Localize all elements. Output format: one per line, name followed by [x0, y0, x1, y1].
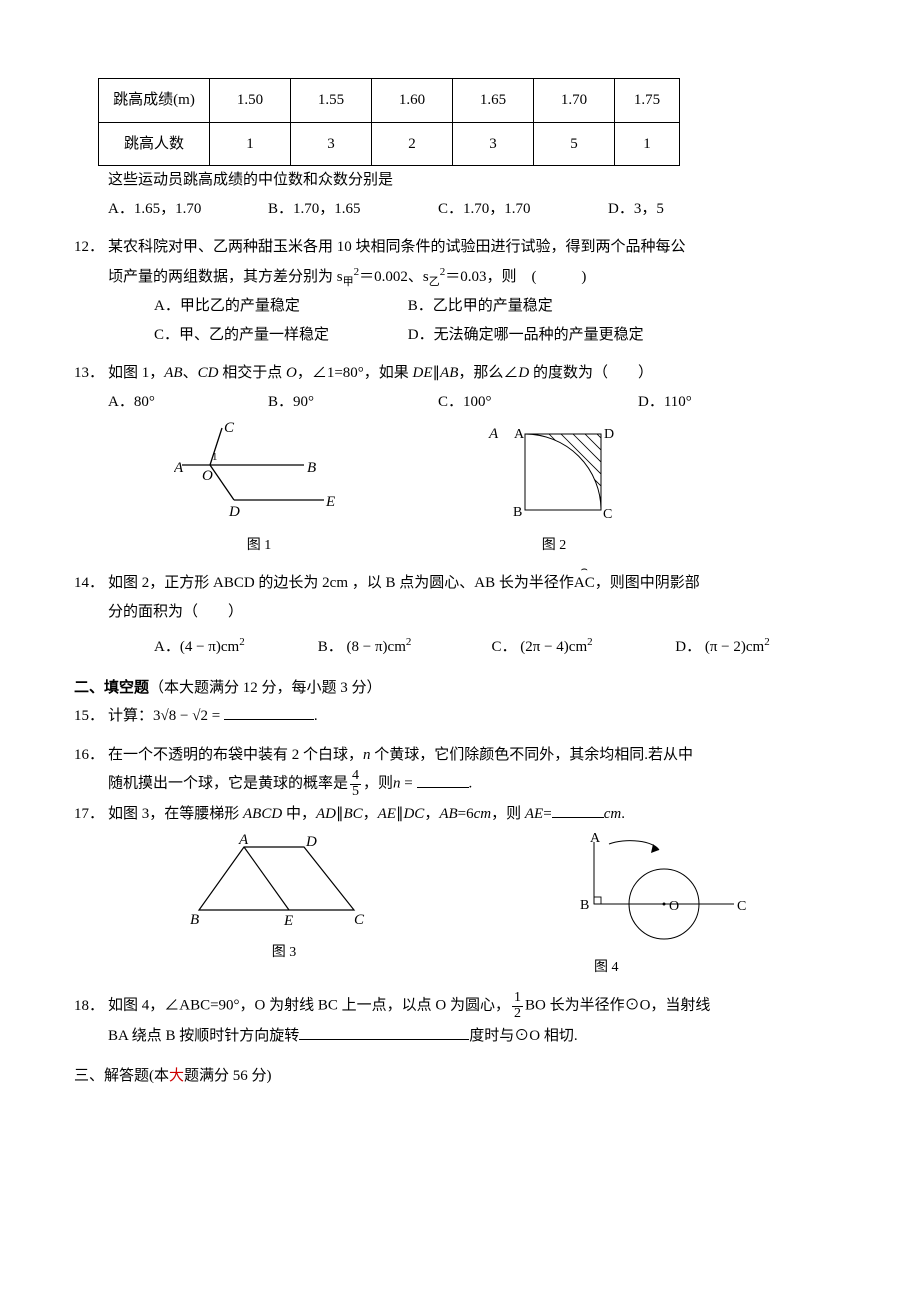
- section2-head: 二、填空题（本大题满分 12 分，每小题 3 分）: [74, 674, 846, 703]
- q14-body3: 分的面积为（ ）: [108, 598, 846, 627]
- fig3-caption: 图 3: [184, 940, 384, 967]
- figure-3: A D B E C: [184, 832, 384, 927]
- row1-c4: 1.65: [453, 79, 534, 123]
- fig4-C: C: [737, 899, 746, 914]
- fig4-caption: 图 4: [594, 955, 754, 982]
- row1-c6: 1.75: [615, 79, 680, 123]
- q14-opt-a: A．(4 − π)cm2: [154, 632, 314, 662]
- q16-body2: 随机摸出一个球，它是黄球的概率是45，则n = .: [108, 769, 846, 799]
- opt-b: B．1.70，1.65: [268, 195, 438, 224]
- q16-num: 16．: [74, 741, 108, 770]
- q14-opt-c: C． (2π − 4)cm2: [492, 632, 672, 662]
- q17-body: 如图 3，在等腰梯形 ABCD 中，AD∥BC，AE∥DC，AB=6cm，则 A…: [108, 800, 846, 829]
- row2-c6: 1: [615, 122, 680, 166]
- q12-opt-a: A．甲比乙的产量稳定: [154, 292, 404, 321]
- q17-num: 17．: [74, 800, 108, 829]
- opt-a: A．1.65，1.70: [108, 195, 268, 224]
- fig3-A: A: [238, 832, 249, 848]
- row2-c1: 1: [210, 122, 291, 166]
- fig1-caption: 图 1: [174, 533, 344, 560]
- q14-num: 14．: [74, 569, 108, 598]
- fig2-B: B: [513, 505, 522, 520]
- q12-num: 12．: [74, 233, 108, 262]
- q13-opt-d: D．110°: [638, 388, 692, 417]
- table-options: A．1.65，1.70 B．1.70，1.65 C．1.70，1.70 D．3，…: [108, 195, 846, 224]
- score-table: 跳高成绩(m) 1.50 1.55 1.60 1.65 1.70 1.75 跳高…: [98, 78, 680, 166]
- q18-body1: 如图 4，∠ABC=90°，O 为射线 BC 上一点，以点 O 为圆心，12BO…: [108, 991, 846, 1021]
- q13-opt-c: C．100°: [438, 388, 638, 417]
- figure-1: C A O 1 B D E: [174, 420, 344, 520]
- fig1-O: O: [202, 468, 213, 484]
- q18-body2: BA 绕点 B 按顺时针方向旋转度时与⊙O 相切.: [108, 1022, 846, 1051]
- figure-2: A A D: [469, 420, 639, 520]
- q13-num: 13．: [74, 359, 108, 388]
- fig2-C: C: [603, 507, 612, 520]
- row1-c2: 1.55: [291, 79, 372, 123]
- fig4-A: A: [590, 832, 601, 846]
- row2-c5: 5: [534, 122, 615, 166]
- q15-num: 15．: [74, 702, 108, 731]
- q12-opts-row1: A．甲比乙的产量稳定 B．乙比甲的产量稳定: [154, 292, 846, 321]
- fig3-D: D: [305, 834, 317, 850]
- fig1-A: A: [174, 460, 184, 476]
- row1-c1: 1.50: [210, 79, 291, 123]
- fig4-B: B: [580, 898, 589, 913]
- q12-opts-row2: C．甲、乙的产量一样稳定 D．无法确定哪一品种的产量更稳定: [154, 321, 846, 350]
- q12-body1: 某农科院对甲、乙两种甜玉米各用 10 块相同条件的试验田进行试验，得到两个品种每…: [108, 233, 846, 262]
- row2-label: 跳高人数: [99, 122, 210, 166]
- row1-c3: 1.60: [372, 79, 453, 123]
- table-followup: 这些运动员跳高成绩的中位数和众数分别是: [108, 166, 846, 195]
- q14-options: A．(4 − π)cm2 B． (8 − π)cm2 C． (2π − 4)cm…: [154, 632, 846, 662]
- fig2-A: A: [514, 427, 525, 442]
- q13-body: 如图 1，AB、CD 相交于点 O，∠1=80°，如果 DE∥AB，那么∠D 的…: [108, 359, 846, 388]
- fig2-D: D: [604, 427, 614, 442]
- row2-c3: 2: [372, 122, 453, 166]
- row2-c4: 3: [453, 122, 534, 166]
- q12-opt-c: C．甲、乙的产量一样稳定: [154, 321, 404, 350]
- q18-num: 18．: [74, 992, 108, 1021]
- section3-head: 三、解答题(本大题满分 56 分): [74, 1062, 846, 1091]
- fig1-1: 1: [212, 451, 218, 463]
- row2-c2: 3: [291, 122, 372, 166]
- row1-c5: 1.70: [534, 79, 615, 123]
- opt-d: D．3，5: [608, 195, 664, 224]
- q12-body2: 顷产量的两组数据，其方差分别为 s甲2＝0.002、s乙2＝0.03，则 ( ): [108, 262, 846, 293]
- q13-opt-a: A．80°: [108, 388, 268, 417]
- q14-body: 如图 2，正方形 ABCD 的边长为 2cm ，以 B 点为圆心、AB 长为半径…: [108, 569, 846, 598]
- fig4-O: O: [669, 899, 679, 914]
- fig3-B: B: [190, 912, 199, 927]
- q13-opt-b: B．90°: [268, 388, 438, 417]
- q16-body1: 在一个不透明的布袋中装有 2 个白球，n 个黄球，它们除颜色不同外，其余均相同.…: [108, 741, 846, 770]
- q13-options: A．80° B．90° C．100° D．110°: [108, 388, 846, 417]
- opt-c: C．1.70，1.70: [438, 195, 608, 224]
- fig1-D: D: [228, 504, 240, 520]
- fig1-C: C: [224, 420, 235, 436]
- fig2-caption: 图 2: [469, 533, 639, 560]
- fig3-C: C: [354, 912, 365, 927]
- q15-body: 计算：3√8 − √2 = .: [108, 702, 846, 731]
- q14-opt-d: D． (π − 2)cm2: [675, 639, 769, 655]
- q12-opt-b: B．乙比甲的产量稳定: [408, 298, 553, 314]
- fig1-B: B: [307, 460, 316, 476]
- fig2-Aleft: A: [488, 426, 499, 442]
- fig3-E: E: [283, 913, 293, 927]
- figure-4: A B O C: [574, 832, 754, 942]
- q12-opt-d: D．无法确定哪一品种的产量更稳定: [408, 327, 644, 343]
- q14-opt-b: B． (8 − π)cm2: [318, 632, 488, 662]
- fig1-E: E: [325, 494, 335, 510]
- row1-label: 跳高成绩(m): [99, 79, 210, 123]
